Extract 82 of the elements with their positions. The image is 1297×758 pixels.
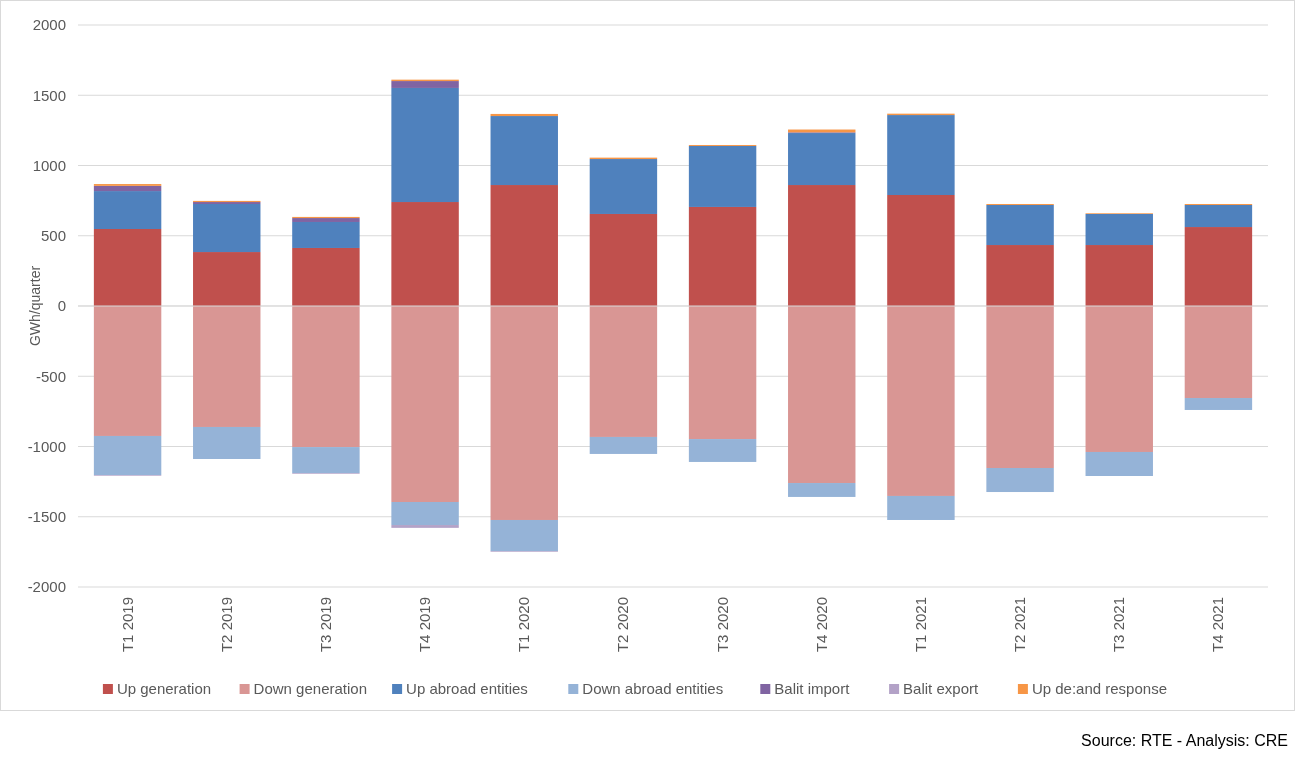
x-tick-label: T4 2021 (1209, 597, 1227, 653)
bar (589, 159, 658, 214)
y-tick-label: 1000 (32, 156, 66, 174)
source-note: Source: RTE - Analysis: CRE (1081, 731, 1288, 749)
legend-label: Balit import (774, 680, 851, 698)
y-tick-label: -2000 (27, 578, 66, 596)
legend-label: Down generation (253, 680, 368, 698)
bar (589, 436, 658, 454)
bar (391, 525, 459, 528)
bar (788, 133, 856, 186)
bar (986, 468, 1054, 493)
bar (292, 221, 360, 248)
bar (788, 185, 856, 306)
bar (788, 483, 856, 497)
bar (193, 426, 261, 459)
bar (292, 306, 360, 448)
x-tick-label: T3 2019 (316, 597, 334, 653)
y-tick-label: 0 (57, 297, 66, 315)
x-tick-label: T3 2021 (1110, 597, 1128, 653)
bar (292, 247, 360, 306)
bar (688, 439, 757, 462)
bar (986, 204, 1054, 246)
bar (688, 206, 757, 306)
bar (391, 87, 459, 203)
x-tick-label: T1 2021 (911, 597, 929, 653)
bar (93, 435, 162, 476)
y-tick-label: 1500 (32, 86, 66, 104)
bar (193, 252, 261, 306)
bar (788, 306, 856, 484)
legend-label: Up generation (116, 680, 212, 698)
bar (1184, 306, 1253, 399)
bar (986, 306, 1054, 468)
y-tick-label: 2000 (32, 16, 66, 34)
bar (887, 495, 955, 520)
bar (589, 306, 658, 437)
x-tick-label: T2 2020 (614, 597, 632, 653)
bar (93, 229, 162, 306)
legend-label: Balit export (903, 680, 979, 698)
bar (391, 306, 459, 502)
bar (589, 213, 658, 306)
x-tick-label: T4 2020 (812, 597, 830, 653)
bar (887, 306, 955, 496)
y-tick-label: -500 (35, 367, 66, 385)
bar (1085, 451, 1153, 476)
bar (292, 447, 360, 474)
bar (1184, 204, 1253, 228)
bar (93, 306, 162, 436)
y-tick-label: 500 (40, 227, 66, 244)
bar (391, 502, 459, 526)
legend-label: Down abroad entities (582, 680, 724, 698)
bar (490, 306, 558, 520)
x-tick-label: T4 2019 (416, 597, 434, 653)
x-tick-label: T3 2020 (713, 597, 731, 653)
bar (688, 306, 757, 440)
bar (490, 519, 558, 552)
bar (1085, 245, 1153, 306)
bar (490, 113, 558, 117)
y-axis-title: GWh/quarter (27, 265, 43, 347)
bar (887, 115, 955, 196)
legend-label: Up de:and response (1031, 680, 1168, 698)
bar (688, 145, 757, 207)
bar (490, 116, 558, 186)
bar (193, 306, 261, 427)
bar (490, 185, 558, 306)
x-tick-label: T2 2019 (217, 597, 235, 653)
bar (93, 191, 162, 230)
bar (1085, 306, 1153, 452)
x-tick-label: T1 2020 (515, 597, 533, 653)
x-tick-label: T2 2021 (1011, 597, 1029, 653)
y-tick-label: -1000 (27, 437, 66, 455)
bar (887, 195, 955, 306)
bar (391, 81, 459, 88)
legend-label: Up abroad entities (406, 680, 528, 698)
bar (1184, 398, 1253, 410)
bar (391, 202, 459, 306)
bar (93, 185, 162, 192)
bar (1085, 213, 1153, 246)
bar (1184, 227, 1253, 306)
y-tick-label: -1500 (27, 508, 66, 525)
bar (986, 245, 1054, 306)
bar (193, 204, 261, 253)
x-tick-label: T1 2019 (118, 597, 136, 653)
